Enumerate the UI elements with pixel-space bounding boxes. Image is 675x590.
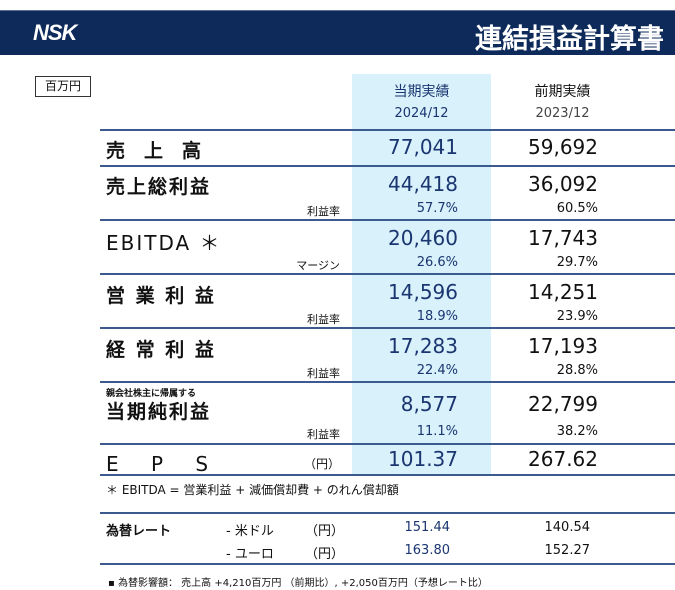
operating-profit-current: 14,596 bbox=[388, 280, 458, 304]
nsk-logo: NSK bbox=[33, 20, 77, 45]
ebitda-previous: 17,743 bbox=[528, 226, 598, 250]
ebitda-footnote: ＊ EBITDA = 営業利益 + 減価償却費 + のれん償却額 bbox=[106, 483, 399, 497]
unit-label: 百万円 bbox=[35, 76, 91, 97]
fx-eur-label: - ユーロ bbox=[226, 547, 274, 562]
sub-label: 利益率 bbox=[307, 205, 340, 218]
header-banner: NSK 連結損益計算書 bbox=[0, 10, 675, 55]
eps-unit: （円） bbox=[303, 457, 340, 471]
net-income-previous: 22,799 bbox=[528, 392, 598, 416]
fx-label: 為替レート bbox=[106, 524, 172, 539]
current-header: 当期実績 bbox=[393, 84, 450, 100]
sales-current: 77,041 bbox=[388, 135, 458, 159]
net-income-current: 8,577 bbox=[400, 392, 458, 416]
row-label-ebitda: EBITDA ＊ bbox=[106, 231, 222, 255]
fx-usd-unit: （円） bbox=[305, 524, 345, 539]
previous-period: 2023/12 bbox=[535, 106, 590, 121]
eps-current: 101.37 bbox=[388, 447, 458, 471]
ordinary-profit-previous: 17,193 bbox=[528, 334, 598, 358]
sub-label: 利益率 bbox=[307, 428, 340, 441]
fx-usd-current: 151.44 bbox=[404, 520, 451, 535]
fx-usd-label: - 米ドル bbox=[226, 524, 274, 539]
sub-label: 利益率 bbox=[307, 367, 340, 380]
fx-eur-unit: （円） bbox=[305, 547, 345, 562]
gross-margin-current: 57.7% bbox=[416, 201, 458, 216]
row-label-gross-profit: 売上総利益 bbox=[106, 176, 212, 198]
divider bbox=[100, 563, 675, 565]
current-period: 2024/12 bbox=[394, 106, 449, 121]
sales-previous: 59,692 bbox=[528, 135, 598, 159]
fx-eur-previous: 152.27 bbox=[544, 543, 591, 558]
row-label-net-income: 当期純利益 bbox=[106, 401, 212, 423]
ebitda-current: 20,460 bbox=[388, 226, 458, 250]
divider bbox=[100, 165, 675, 167]
divider bbox=[100, 512, 675, 514]
divider bbox=[100, 381, 675, 383]
operating-margin-previous: 23.9% bbox=[556, 309, 598, 324]
sub-label: 利益率 bbox=[307, 313, 340, 326]
divider bbox=[100, 327, 675, 329]
divider bbox=[100, 443, 675, 445]
divider bbox=[100, 219, 675, 221]
ebitda-margin-previous: 29.7% bbox=[556, 255, 598, 270]
row-prefix: 親会社株主に帰属する bbox=[106, 389, 197, 399]
ordinary-profit-current: 17,283 bbox=[388, 334, 458, 358]
divider bbox=[100, 129, 675, 131]
gross-margin-previous: 60.5% bbox=[556, 201, 598, 216]
net-margin-current: 11.1% bbox=[416, 424, 458, 439]
page-title: 連結損益計算書 bbox=[475, 24, 664, 55]
row-label-ordinary-profit: 経 常 利 益 bbox=[106, 339, 216, 361]
net-margin-previous: 38.2% bbox=[556, 424, 598, 439]
ebitda-margin-current: 26.6% bbox=[416, 255, 458, 270]
row-label-operating-profit: 営 業 利 益 bbox=[106, 285, 216, 307]
fx-impact-note: ▪ 為替影響額： 売上高 +4,210百万円 （前期比）, +2,050百万円（… bbox=[108, 578, 488, 589]
gross-profit-previous: 36,092 bbox=[528, 172, 598, 196]
ordinary-margin-current: 22.4% bbox=[416, 363, 458, 378]
fx-eur-current: 163.80 bbox=[404, 543, 451, 558]
divider bbox=[100, 273, 675, 275]
fx-usd-previous: 140.54 bbox=[544, 520, 591, 535]
row-label-sales: 売 上 高 bbox=[106, 140, 202, 162]
previous-header: 前期実績 bbox=[534, 84, 591, 100]
operating-margin-current: 18.9% bbox=[416, 309, 458, 324]
divider bbox=[100, 474, 675, 476]
row-label-eps: E P S bbox=[106, 452, 211, 476]
gross-profit-current: 44,418 bbox=[388, 172, 458, 196]
eps-previous: 267.62 bbox=[528, 447, 598, 471]
operating-profit-previous: 14,251 bbox=[528, 280, 598, 304]
sub-label: マージン bbox=[296, 259, 340, 272]
ordinary-margin-previous: 28.8% bbox=[556, 363, 598, 378]
